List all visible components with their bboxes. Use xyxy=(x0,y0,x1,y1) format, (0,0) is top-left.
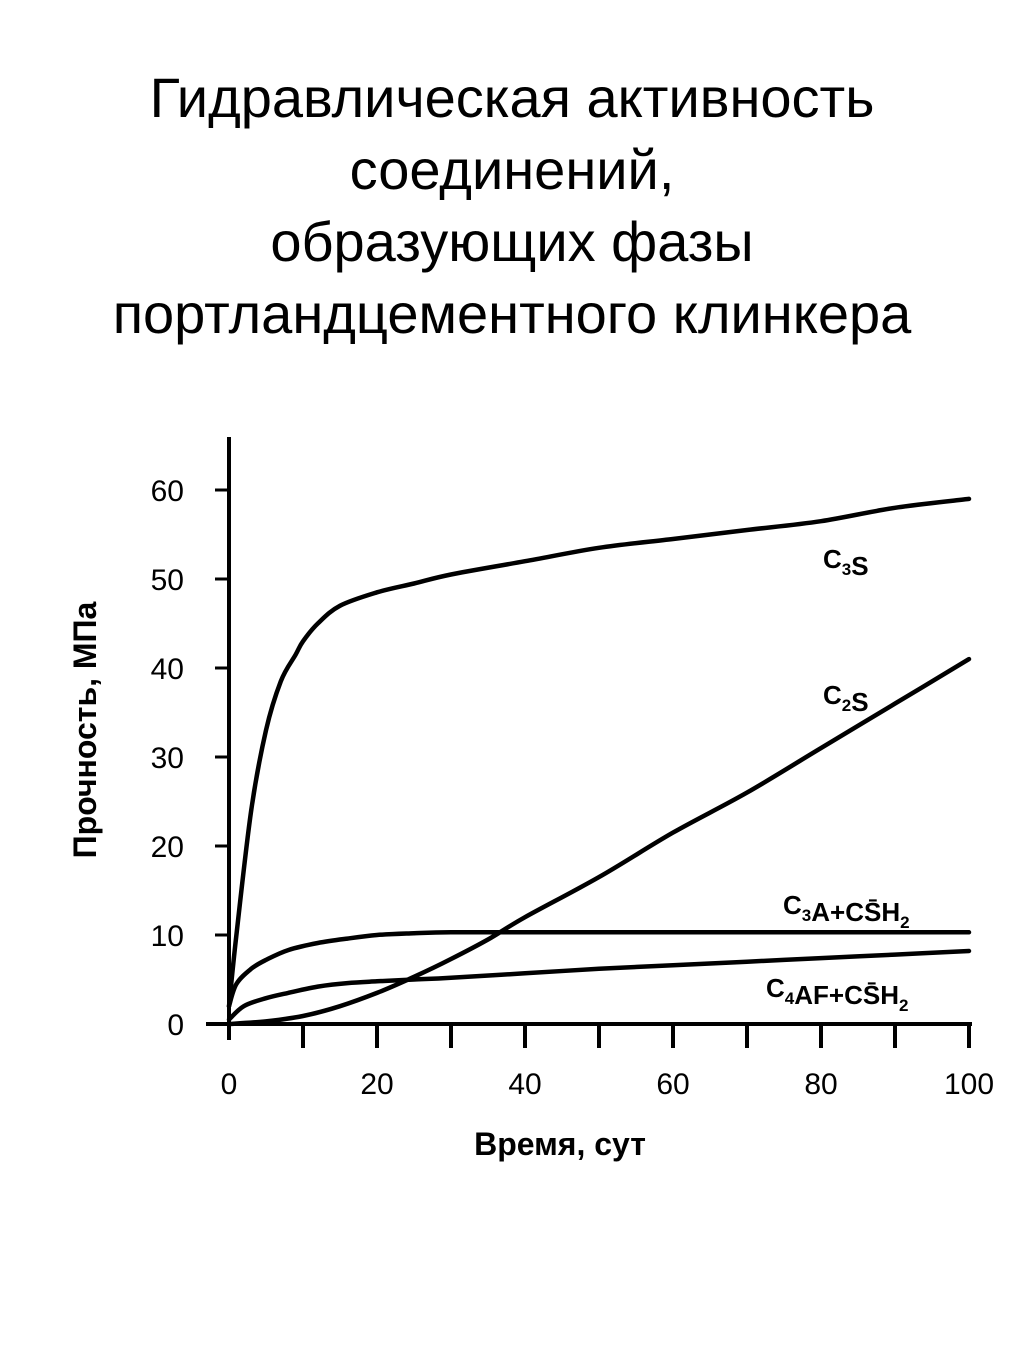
title-line-4: портландцементного клинкера xyxy=(112,282,912,345)
x-tick-label: 100 xyxy=(944,1068,994,1101)
series-label-c3a-csh2: C3A+CS̄H2 xyxy=(783,890,910,932)
axes: 0 10 20 30 40 50 60 0 20 40 60 80 100 xyxy=(151,437,994,1101)
y-axis-title: Прочность, МПа xyxy=(67,601,103,858)
series-line-c2s xyxy=(226,656,972,1027)
series-line-c3s xyxy=(226,496,972,1009)
y-tick-label: 10 xyxy=(151,920,184,953)
series-label-c4af-csh2: C4AF+CS̄H2 xyxy=(766,973,908,1015)
y-tick-label: 30 xyxy=(151,742,184,775)
y-tick-label: 20 xyxy=(151,831,184,864)
x-tick-label: 60 xyxy=(656,1068,689,1101)
series-line-c4af-csh2 xyxy=(226,948,972,1022)
x-tick-label: 40 xyxy=(508,1068,541,1101)
y-tick-label: 50 xyxy=(151,564,184,597)
y-tick-label: 60 xyxy=(151,475,184,508)
title-line-1: Гидравлическая активность xyxy=(149,66,875,129)
title-line-2: соединений, xyxy=(349,138,675,201)
x-axis-title: Время, сут xyxy=(474,1126,646,1162)
x-tick-label: 0 xyxy=(221,1068,238,1101)
slide-title: Гидравлическая активность соединений, об… xyxy=(0,62,1024,350)
series-lines xyxy=(226,496,972,1027)
series-labels: C3S C2S C3A+CS̄H2 C4AF+CS̄H2 xyxy=(766,544,910,1015)
series-label-c3s: C3S xyxy=(823,544,869,581)
series-line-c3a-csh2 xyxy=(226,930,972,1009)
title-line-3: образующих фазы xyxy=(270,210,754,273)
y-tick-label: 40 xyxy=(151,653,184,686)
y-tick-label: 0 xyxy=(167,1009,184,1042)
x-tick-label: 20 xyxy=(360,1068,393,1101)
x-tick-label: 80 xyxy=(804,1068,837,1101)
series-label-c2s: C2S xyxy=(823,680,869,717)
